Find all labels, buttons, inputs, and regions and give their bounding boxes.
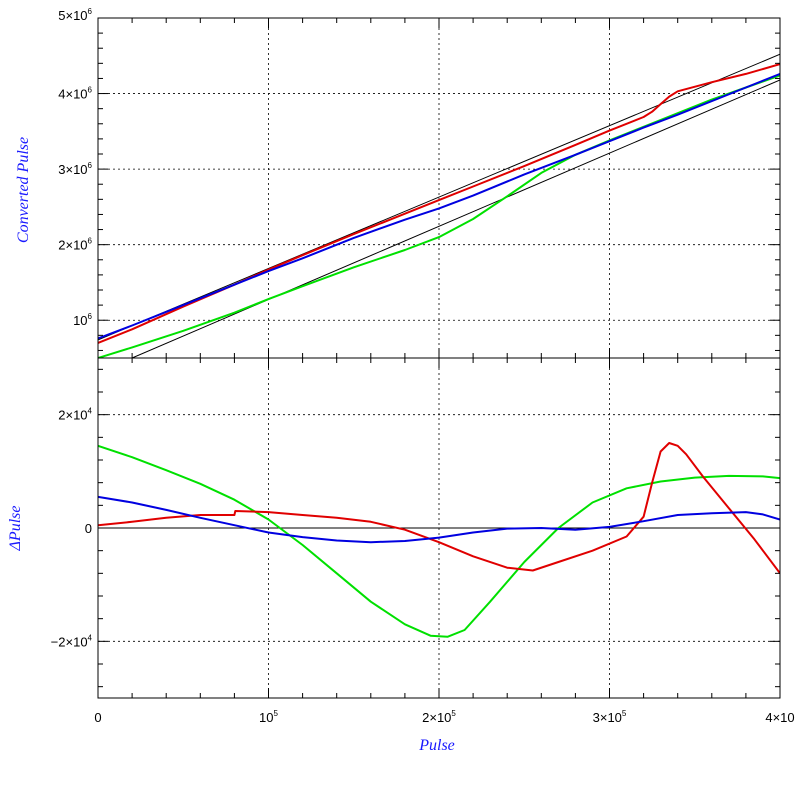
x-tick-label-mantissa: 3×10 [593,710,622,725]
bottom-series [98,442,780,638]
x-tick-label: 4×10 [765,710,794,725]
x-tick-label-exponent: 5 [622,709,627,718]
x-tick-label-mantissa: 2×10 [422,710,451,725]
bottom-y-tick-label-exponent: 4 [88,633,93,642]
x-tick-label-mantissa: 4×10 [765,710,794,725]
top-y-tick-label-exponent: 6 [88,7,93,16]
top-y-tick-label: 106 [73,312,92,328]
top-y-tick-label-mantissa: 5×10 [58,8,87,23]
bottom-y-tick-label: −2×104 [51,633,93,649]
x-tick-label-exponent: 5 [274,709,279,718]
bottom-y-tick-label-mantissa: 2×10 [58,408,87,423]
bottom-ticks [97,358,781,698]
top-series-line-0 [98,74,780,358]
top-y-tick-label-mantissa: 3×10 [58,162,87,177]
bottom-y-tick-label-mantissa: −2×10 [51,634,88,649]
x-tick-label: 2×105 [422,709,456,725]
top-y-tick-label-exponent: 6 [88,312,93,321]
top-series [98,63,780,358]
x-tick-label-mantissa: 0 [94,710,101,725]
x-tick-label: 105 [259,709,278,725]
top-y-tick-label: 2×106 [58,237,92,253]
bottom-y-tick-label-exponent: 4 [88,407,93,416]
bottom-series-line-1 [98,442,780,574]
bottom-y-tick-label: 2×104 [58,407,92,423]
x-tick-label-mantissa: 10 [259,710,273,725]
top-y-tick-label-mantissa: 10 [73,313,87,328]
top-y-tick-label: 5×106 [58,7,92,23]
bottom-series-line-2 [98,495,780,544]
top-grid [98,18,780,358]
top-y-axis-title: Converted Pulse [15,137,32,243]
top-ticks [97,17,781,358]
top-y-tick-label: 4×106 [58,86,92,102]
x-tick-label: 0 [94,710,101,725]
top-y-tick-label-mantissa: 2×10 [58,238,87,253]
top-y-tick-label-exponent: 6 [88,237,93,246]
top-y-tick-label: 3×106 [58,161,92,177]
bottom-y-tick-label: 0 [85,521,92,536]
x-tick-labels: 0 105 2×105 3×105 4×10 [94,709,794,725]
x-tick-label: 3×105 [593,709,627,725]
x-axis-title: Pulse [418,737,455,754]
top-reference-line-1 [131,79,780,358]
top-reference-lines [98,53,780,358]
top-y-tick-label-exponent: 6 [88,86,93,95]
x-tick-label-exponent: 5 [451,709,456,718]
bottom-series-line-0 [98,444,780,638]
top-y-tick-label-mantissa: 4×10 [58,87,87,102]
bottom-y-axis-title: ΔPulse [7,506,24,552]
top-series-line-2 [98,72,780,340]
top-reference-line-0 [98,53,780,341]
bottom-y-tick-label-mantissa: 0 [85,521,92,536]
top-y-tick-label-exponent: 6 [88,161,93,170]
